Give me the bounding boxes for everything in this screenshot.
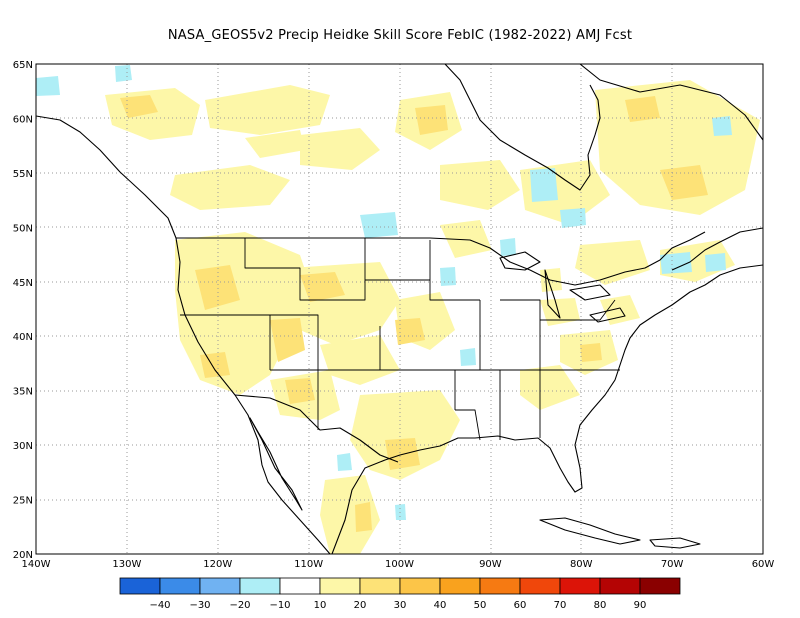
map-frame — [35, 63, 764, 555]
arctic-coast — [579, 64, 763, 141]
colorbar-label: 10 — [314, 600, 327, 611]
colorbar-label: −10 — [269, 600, 290, 611]
longitude-label: 60W — [752, 559, 775, 570]
colorbar-labels: −40 −30 −20 −10 10 20 30 40 50 60 70 80 90 — [149, 600, 646, 611]
latitude-label: 55N — [13, 169, 33, 180]
latitude-label: 50N — [13, 223, 33, 234]
longitude-label: 140W — [22, 559, 51, 570]
colorbar-label: 60 — [514, 600, 527, 611]
latitude-label: 30N — [13, 441, 33, 452]
colorbar-swatch — [479, 577, 521, 595]
east-canada-coast — [671, 227, 763, 271]
colorbar-label: −20 — [229, 600, 250, 611]
colorbar-label: 90 — [634, 600, 647, 611]
latitude-label: 25N — [13, 496, 33, 507]
colorbar-label: 70 — [554, 600, 567, 611]
latitude-label: 20N — [13, 550, 33, 561]
colorbar-label: −40 — [149, 600, 170, 611]
colorbar-swatch — [559, 577, 601, 595]
gulf-coastline — [331, 264, 763, 554]
map-title: NASA_GEOS5v2 Precip Heidke Skill Score F… — [167, 28, 633, 43]
hudson-bay-coast — [444, 64, 601, 191]
longitude-label: 80W — [570, 559, 593, 570]
colorbar-label: 50 — [474, 600, 487, 611]
longitude-label: 110W — [294, 559, 323, 570]
colorbar-swatch — [279, 577, 321, 595]
colorbar-swatch — [199, 577, 241, 595]
us-state-lines — [180, 238, 620, 441]
colorbar-swatch — [519, 577, 561, 595]
colorbar-swatch — [439, 577, 481, 595]
colorbar-label: 30 — [394, 600, 407, 611]
colorbar-swatch — [639, 577, 681, 595]
longitude-label: 100W — [385, 559, 414, 570]
latitude-label: 45N — [13, 278, 33, 289]
us-canada-border — [176, 231, 706, 286]
colorbar-swatch — [119, 577, 161, 595]
latitude-label: 40N — [13, 332, 33, 343]
baja-peninsula — [249, 417, 303, 511]
colorbar-swatch — [599, 577, 641, 595]
colorbar-swatch — [399, 577, 441, 595]
hispaniola-island — [649, 537, 701, 549]
colorbar-swatch — [159, 577, 201, 595]
colorbar — [119, 577, 681, 595]
latitude-labels: 20N 25N 30N 35N 40N 45N 50N 55N 60N 65N — [13, 60, 33, 561]
great-lakes — [499, 251, 626, 323]
colorbar-label: 20 — [354, 600, 367, 611]
latitude-label: 65N — [13, 60, 33, 71]
cuba-island — [539, 517, 641, 545]
graticule-grid — [36, 64, 763, 554]
longitude-label: 70W — [661, 559, 684, 570]
colorbar-swatch — [359, 577, 401, 595]
longitude-label: 90W — [479, 559, 502, 570]
us-mexico-border — [234, 394, 399, 463]
latitude-label: 35N — [13, 387, 33, 398]
longitude-label: 130W — [112, 559, 141, 570]
longitude-labels: 140W 130W 120W 110W 100W 90W 80W 70W 60W — [22, 559, 775, 570]
latitude-label: 60N — [13, 114, 33, 125]
west-coastline — [36, 115, 331, 554]
longitude-label: 120W — [203, 559, 232, 570]
colorbar-label: 40 — [434, 600, 447, 611]
colorbar-swatch — [319, 577, 361, 595]
colorbar-swatch — [239, 577, 281, 595]
skill-shading — [36, 65, 760, 554]
colorbar-label: 80 — [594, 600, 607, 611]
colorbar-label: −30 — [189, 600, 210, 611]
